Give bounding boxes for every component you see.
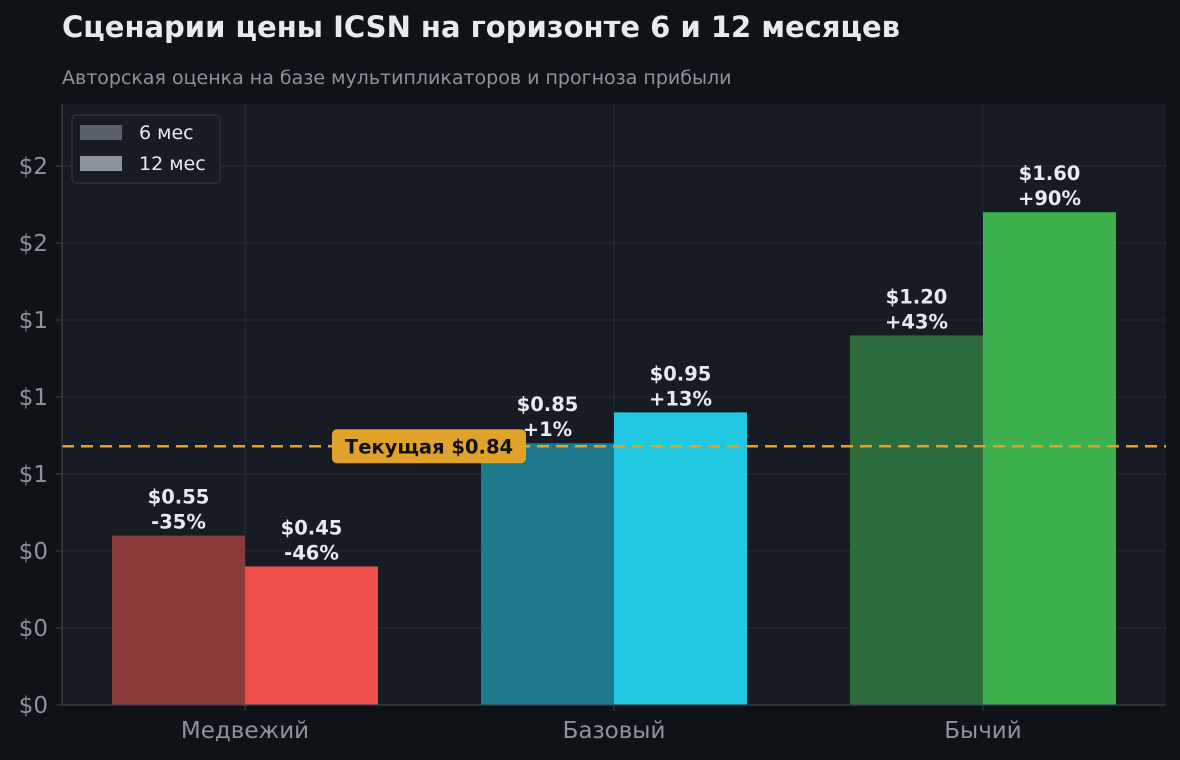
- bar: [850, 335, 983, 705]
- bar: [481, 443, 614, 705]
- legend-swatch: [80, 156, 122, 171]
- bar-value-label: $1.60: [1019, 162, 1081, 185]
- bar-value-label: $0.55: [148, 486, 210, 509]
- bar: [245, 566, 378, 705]
- reference-line-group: Текущая $0.84: [62, 429, 1166, 464]
- y-tick-label: $0: [19, 616, 48, 642]
- chart-subtitle: Авторская оценка на базе мультипликаторо…: [62, 67, 732, 89]
- bar-value-label: $0.45: [281, 516, 343, 539]
- legend-entry: 12 мес: [139, 153, 206, 175]
- bars: [112, 212, 1116, 705]
- legend-entry: 6 мес: [139, 122, 194, 144]
- bar-value-label: $0.95: [650, 362, 712, 385]
- bar-change-label: -35%: [151, 511, 206, 534]
- bar-change-label: -46%: [284, 541, 339, 564]
- reference-label-box: [332, 429, 526, 464]
- axes: $0 $0 $0 $1 $1 $1 $2 $2 Медвежий Базовый Бычий: [19, 104, 1166, 744]
- y-tick-label: $0: [19, 693, 48, 719]
- reference-label: Текущая $0.84: [345, 435, 513, 458]
- y-tick-label: $2: [19, 154, 48, 180]
- y-tick-label: $2: [19, 231, 48, 257]
- x-tick-label: Медвежий: [181, 718, 309, 744]
- bar: [983, 212, 1116, 705]
- x-tick-label: Бычий: [944, 718, 1021, 744]
- legend-swatch: [80, 125, 122, 140]
- y-tick-label: $0: [19, 539, 48, 565]
- chart-title: Сценарии цены ICSN на горизонте 6 и 12 м…: [62, 10, 901, 44]
- y-tick-label: $1: [19, 462, 48, 488]
- bar-labels: $0.55-35% $0.85+1% $1.20+43% $0.45-46% $0.95…: [148, 162, 1081, 564]
- y-tick-label: $1: [19, 385, 48, 411]
- legend: 6 мес 12 мес: [71, 114, 221, 184]
- bar-value-label: $1.20: [886, 285, 948, 308]
- bar-value-label: $0.85: [517, 393, 579, 416]
- bar-change-label: +43%: [885, 310, 948, 333]
- bar-change-label: +1%: [523, 418, 572, 441]
- bar-change-label: +13%: [649, 387, 712, 410]
- bar: [614, 412, 747, 705]
- bar-change-label: +90%: [1018, 187, 1081, 210]
- bar: [112, 535, 245, 705]
- x-tick-label: Базовый: [563, 718, 666, 744]
- y-tick-label: $1: [19, 308, 48, 334]
